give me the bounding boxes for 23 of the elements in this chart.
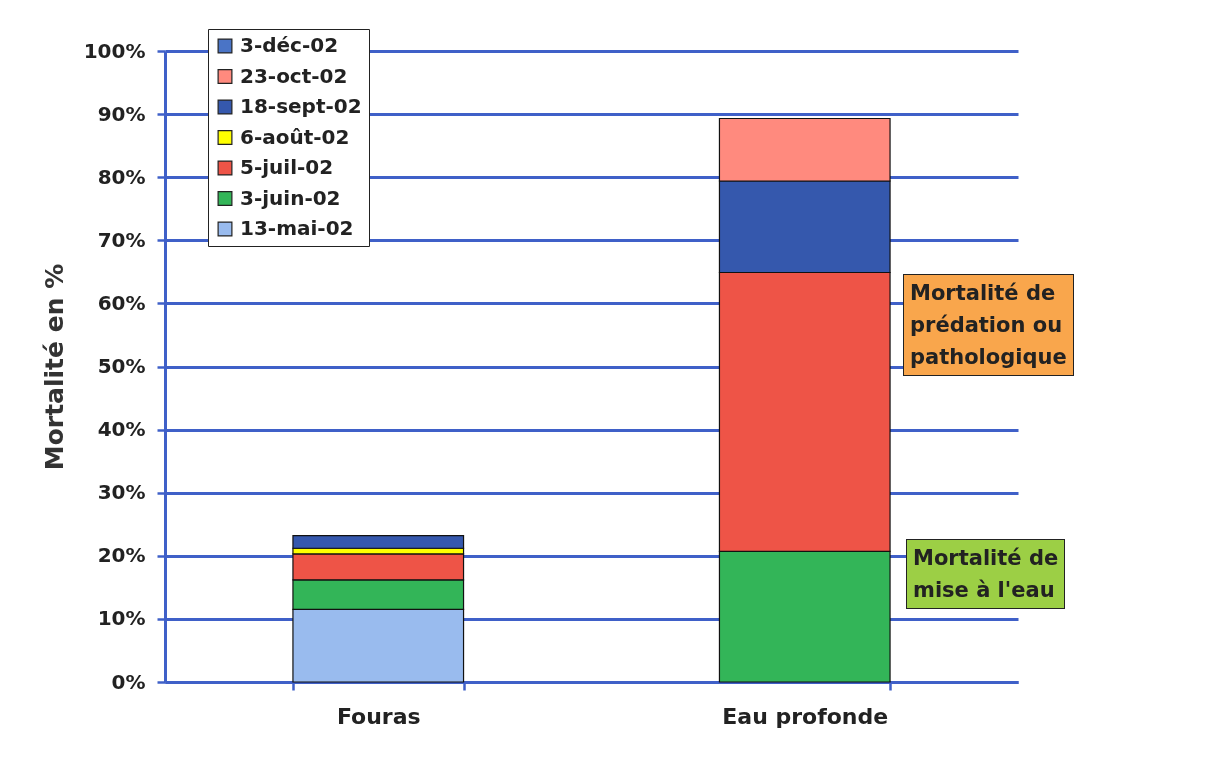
legend-label: 3-déc-02 [240, 33, 339, 57]
x-tick-label: Fouras [336, 703, 421, 729]
annotation: Mortalité de mise à l'eau [906, 539, 1066, 609]
y-tick-label: 70% [97, 227, 146, 252]
legend-label: 6-août-02 [240, 124, 350, 149]
y-tick-label: 0% [111, 669, 146, 694]
y-tick-label: 50% [97, 354, 146, 378]
y-axis-title: Mortalité en % [39, 263, 69, 471]
legend-label: 3-juin-02 [240, 185, 341, 210]
legend-label: 23-oct-02 [240, 63, 348, 88]
annotation: Mortalité de prédation ou pathologique [903, 274, 1074, 376]
legend-label: 13-mai-02 [240, 216, 354, 240]
y-tick-label: 30% [97, 480, 146, 505]
y-tick-label: 40% [97, 417, 146, 442]
y-tick-label: 60% [97, 290, 146, 315]
x-tick-label: Eau profonde [722, 703, 889, 729]
y-tick-label: 20% [97, 543, 146, 568]
y-tick-label: 80% [97, 164, 146, 189]
y-tick-label: 100% [83, 38, 146, 63]
y-tick-label: 90% [97, 101, 146, 126]
y-tick-label: 10% [97, 606, 146, 631]
legend-label: 18-sept-02 [240, 94, 362, 118]
legend-label: 5-juil-02 [240, 155, 334, 179]
